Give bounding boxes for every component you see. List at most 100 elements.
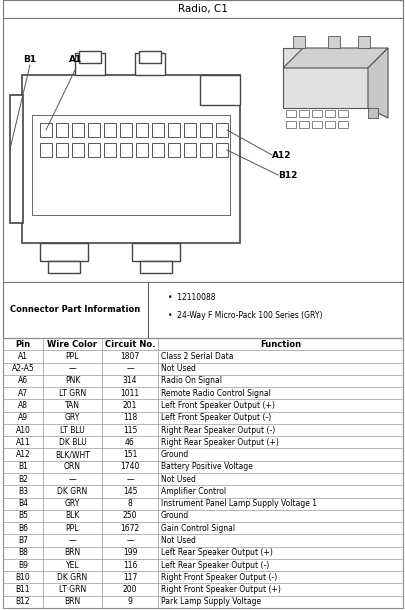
Text: Left Front Speaker Output (-): Left Front Speaker Output (-) <box>161 413 271 422</box>
Text: DK BLU: DK BLU <box>58 438 86 447</box>
Text: BRN: BRN <box>64 597 81 606</box>
Text: B1: B1 <box>23 56 36 65</box>
Bar <box>337 121 347 128</box>
Bar <box>285 110 295 117</box>
Bar <box>168 123 179 137</box>
Text: YEL: YEL <box>66 561 79 570</box>
Text: B8: B8 <box>18 548 28 558</box>
Text: PPL: PPL <box>66 524 79 533</box>
Text: —: — <box>68 536 76 545</box>
Text: Wire Color: Wire Color <box>47 340 97 349</box>
Bar <box>40 123 52 137</box>
Text: 115: 115 <box>122 426 137 434</box>
Text: 117: 117 <box>122 573 137 582</box>
Text: 1740: 1740 <box>120 462 139 472</box>
Bar <box>200 75 239 105</box>
Text: Instrument Panel Lamp Supply Voltage 1: Instrument Panel Lamp Supply Voltage 1 <box>161 499 316 508</box>
Text: B1: B1 <box>18 462 28 472</box>
Text: A1: A1 <box>69 56 83 65</box>
Bar <box>337 110 347 117</box>
Text: Connector Part Information: Connector Part Information <box>11 306 140 315</box>
Text: 118: 118 <box>123 413 137 422</box>
Text: B9: B9 <box>18 561 28 570</box>
Text: Left Rear Speaker Output (-): Left Rear Speaker Output (-) <box>161 561 269 570</box>
Bar <box>56 143 68 157</box>
Bar <box>285 121 295 128</box>
Text: PPL: PPL <box>66 352 79 361</box>
Text: Not Used: Not Used <box>161 536 195 545</box>
Bar <box>311 110 321 117</box>
Bar <box>88 123 100 137</box>
Text: BLK/WHT: BLK/WHT <box>55 450 90 459</box>
Bar <box>140 261 172 273</box>
Text: LT GRN: LT GRN <box>59 389 86 398</box>
Text: 201: 201 <box>122 401 137 410</box>
Text: B3: B3 <box>18 487 28 496</box>
Bar <box>135 53 164 75</box>
Bar <box>151 143 164 157</box>
Text: DK GRN: DK GRN <box>57 573 87 582</box>
Bar <box>22 75 239 243</box>
Text: 1672: 1672 <box>120 524 139 533</box>
Text: Radio, C1: Radio, C1 <box>178 4 227 14</box>
Bar <box>3 0 402 18</box>
Bar <box>139 51 161 63</box>
Bar <box>72 123 84 137</box>
Bar <box>88 143 100 157</box>
Text: A11: A11 <box>15 438 30 447</box>
Text: LT GRN: LT GRN <box>59 585 86 594</box>
Bar <box>151 123 164 137</box>
Text: 1011: 1011 <box>120 389 139 398</box>
Text: B10: B10 <box>15 573 30 582</box>
Bar <box>200 143 211 157</box>
Text: Park Lamp Supply Voltage: Park Lamp Supply Voltage <box>161 597 260 606</box>
Text: 314: 314 <box>122 376 137 386</box>
Bar <box>104 143 116 157</box>
Text: A12: A12 <box>271 151 291 159</box>
Text: B12: B12 <box>277 171 296 179</box>
Bar <box>183 143 196 157</box>
Bar <box>40 143 52 157</box>
Text: 46: 46 <box>125 438 134 447</box>
Text: Remote Radio Control Signal: Remote Radio Control Signal <box>161 389 270 398</box>
Bar <box>10 95 23 223</box>
Bar <box>298 110 308 117</box>
Text: B4: B4 <box>18 499 28 508</box>
Text: B7: B7 <box>18 536 28 545</box>
Text: B12: B12 <box>16 597 30 606</box>
Text: PNK: PNK <box>65 376 80 386</box>
Text: A1: A1 <box>18 352 28 361</box>
Text: 145: 145 <box>122 487 137 496</box>
Text: —: — <box>68 475 76 484</box>
Text: LT BLU: LT BLU <box>60 426 85 434</box>
Text: Gain Control Signal: Gain Control Signal <box>161 524 234 533</box>
Text: Left Rear Speaker Output (+): Left Rear Speaker Output (+) <box>161 548 272 558</box>
Text: Battery Positive Voltage: Battery Positive Voltage <box>161 462 252 472</box>
Text: B11: B11 <box>16 585 30 594</box>
Text: Not Used: Not Used <box>161 475 195 484</box>
Text: 1807: 1807 <box>120 352 139 361</box>
Text: A7: A7 <box>18 389 28 398</box>
Bar <box>72 143 84 157</box>
Bar <box>120 143 132 157</box>
Text: B2: B2 <box>18 475 28 484</box>
Text: TAN: TAN <box>65 401 80 410</box>
Text: GRY: GRY <box>65 413 80 422</box>
Text: BRN: BRN <box>64 548 81 558</box>
Text: 199: 199 <box>122 548 137 558</box>
Text: BLK: BLK <box>65 511 79 520</box>
Text: Function: Function <box>259 340 301 349</box>
Text: —: — <box>126 364 134 373</box>
Text: Right Rear Speaker Output (-): Right Rear Speaker Output (-) <box>161 426 275 434</box>
Bar <box>357 36 369 48</box>
Text: Left Front Speaker Output (+): Left Front Speaker Output (+) <box>161 401 274 410</box>
Text: •  12110088: • 12110088 <box>168 293 215 301</box>
Text: GRY: GRY <box>65 499 80 508</box>
Text: A12: A12 <box>15 450 30 459</box>
Text: 116: 116 <box>122 561 137 570</box>
Bar <box>136 123 148 137</box>
Bar <box>168 143 179 157</box>
Text: Right Front Speaker Output (+): Right Front Speaker Output (+) <box>161 585 280 594</box>
Text: 151: 151 <box>122 450 137 459</box>
Text: A2-A5: A2-A5 <box>12 364 34 373</box>
